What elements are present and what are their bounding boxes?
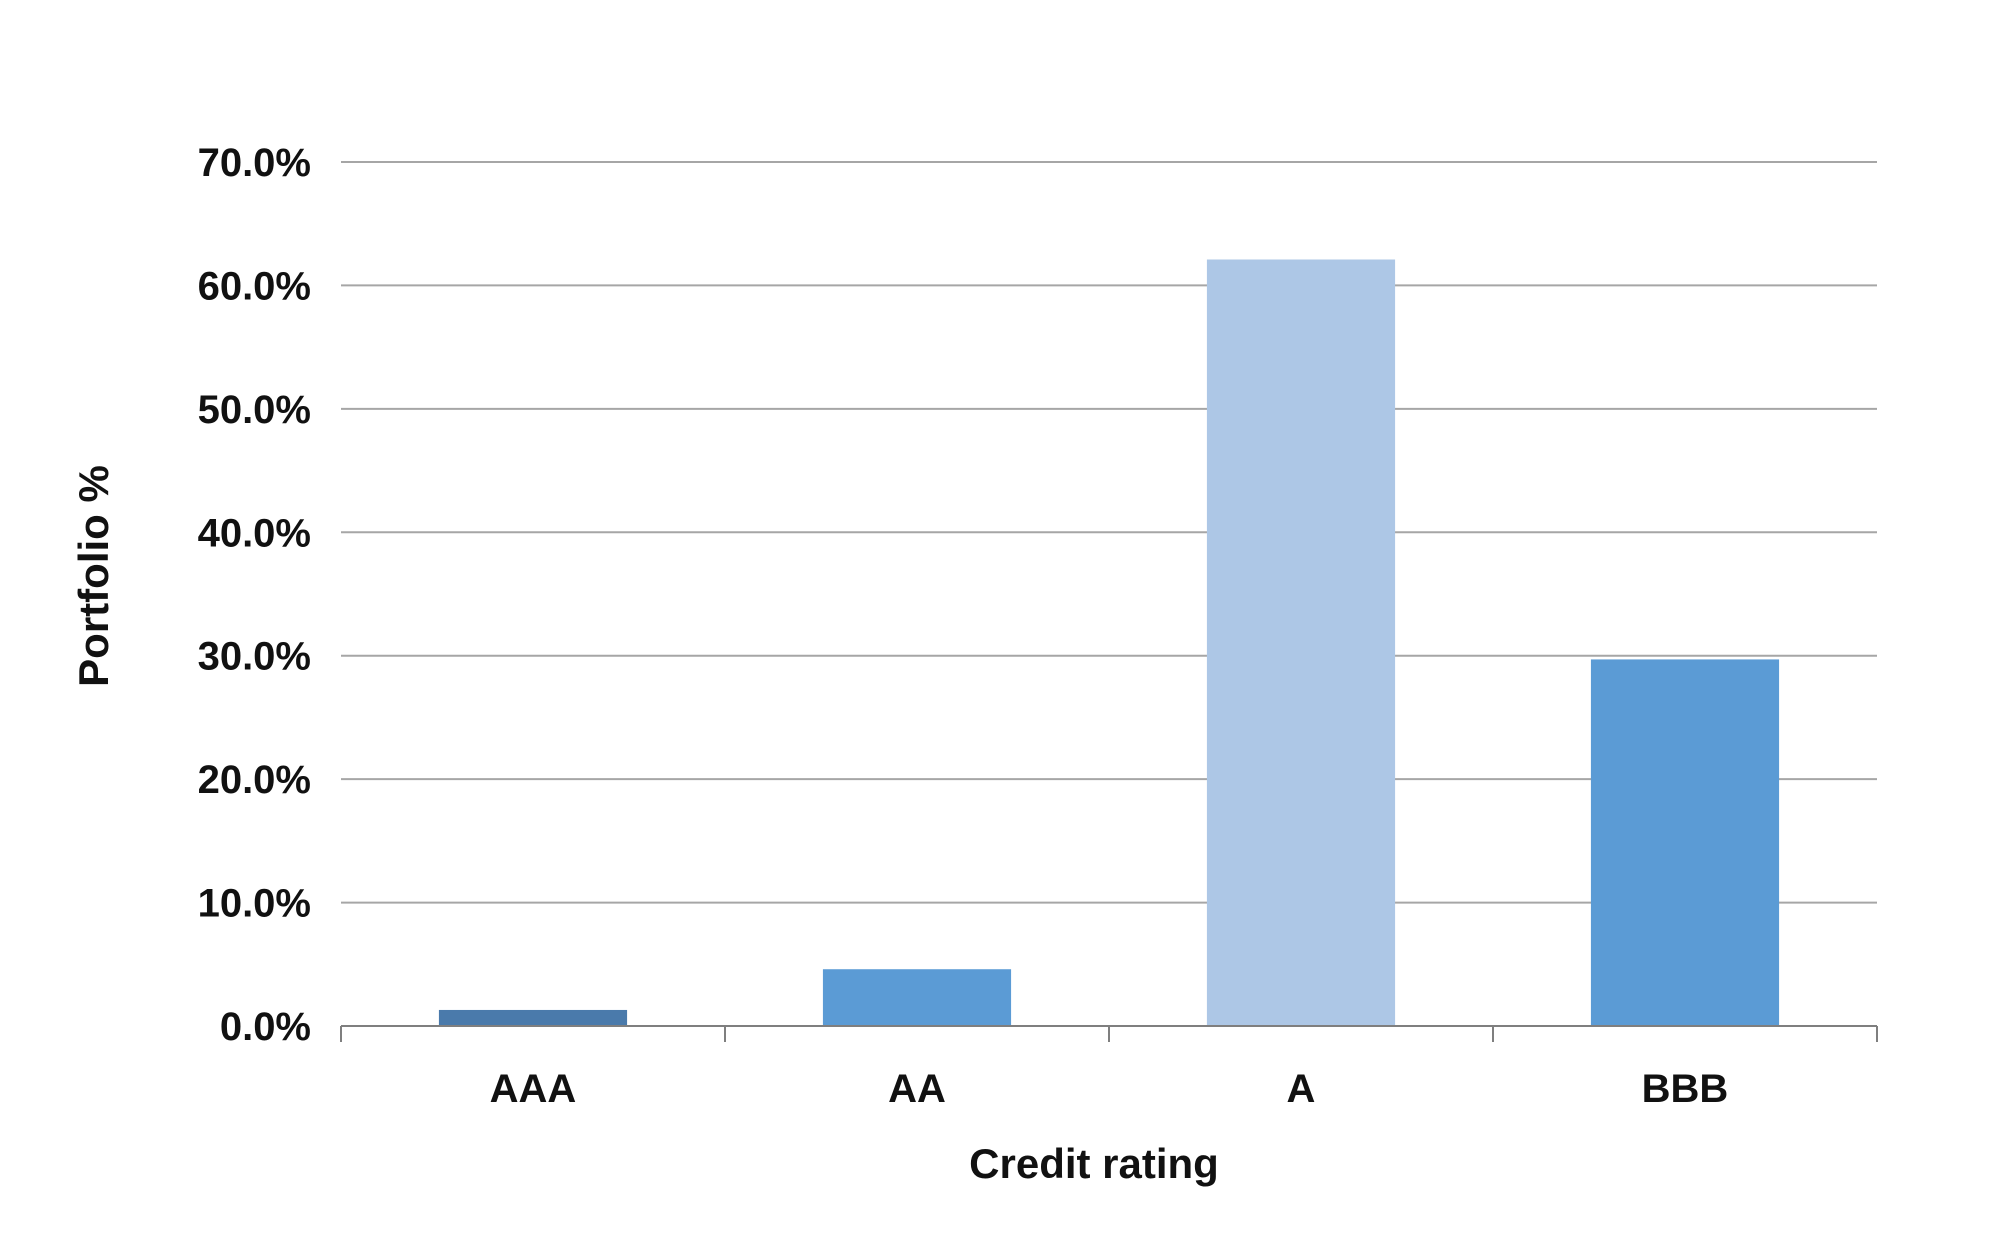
y-tick-label: 10.0% [198,882,311,926]
bar-a [1206,259,1396,1027]
x-tick-label: BBB [1642,1067,1729,1111]
gridlines [341,161,1877,904]
y-tick-label: 40.0% [198,511,311,555]
y-tick-label: 0.0% [220,1005,311,1049]
y-tick-label: 50.0% [198,388,311,432]
bars [438,259,1780,1027]
bar-aaa [438,1009,628,1026]
bar-bbb [1590,659,1780,1026]
y-tick-label: 60.0% [198,264,311,308]
y-tick-label: 20.0% [198,758,311,802]
x-axis-title: Credit rating [969,1140,1219,1187]
x-tick-label: A [1287,1067,1316,1111]
y-tick-label: 30.0% [198,635,311,679]
bar-aa [822,969,1012,1026]
y-tick-label: 70.0% [198,141,311,185]
y-axis-title: Portfolio % [70,465,117,687]
x-axis [340,1025,1878,1042]
y-axis-tick-labels: 0.0% 10.0% 20.0% 30.0% 40.0% 50.0% 60.0% 70.0% [198,141,311,1049]
x-tick-label: AA [888,1067,946,1111]
x-tick-label: AAA [490,1067,577,1111]
x-axis-tick-labels: AAA AA A BBB [490,1067,1729,1111]
